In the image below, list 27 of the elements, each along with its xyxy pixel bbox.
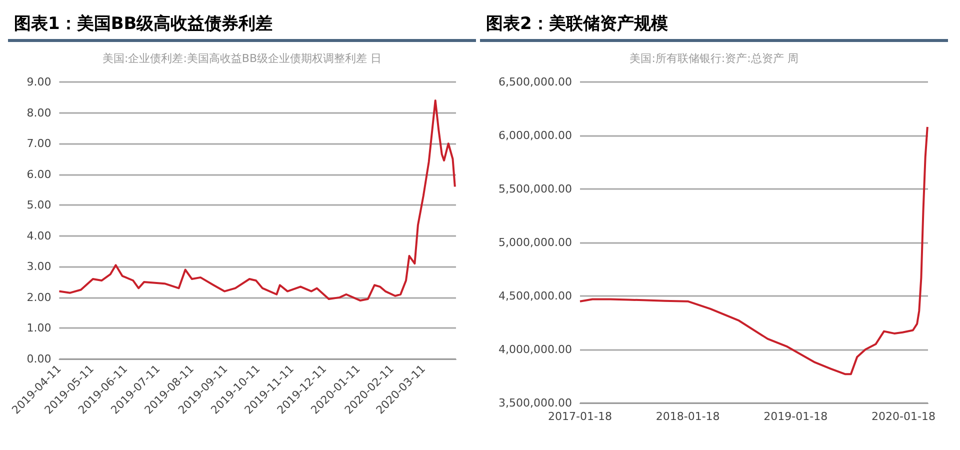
y-tick-label: 6.00: [26, 168, 52, 181]
x-tick-label: 2017-01-18: [548, 410, 612, 423]
y-tick-label: 5.00: [26, 198, 52, 212]
chart-title: 图表2：美联储资产规模: [480, 8, 948, 42]
y-tick-label: 5,500,000.00: [498, 182, 572, 196]
y-tick-label: 7.00: [26, 137, 52, 150]
chart-subtitle: 美国:企业债利差:美国高收益BB级企业债期权调整利差 日: [102, 52, 382, 65]
y-tick-label: 4.00: [26, 229, 52, 242]
y-tick-label: 3.00: [26, 260, 52, 274]
y-tick-label: 0.00: [26, 352, 52, 366]
y-tick-label: 2.00: [26, 290, 52, 304]
y-tick-label: 5,000,000.00: [498, 236, 572, 249]
y-tick-label: 4,000,000.00: [498, 343, 572, 356]
x-tick-label: 2018-01-18: [656, 410, 720, 423]
y-tick-label: 3,500,000.00: [498, 396, 572, 410]
chart-subtitle: 美国:所有联储银行:资产:总资产 周: [630, 52, 798, 65]
y-tick-label: 6,000,000.00: [498, 129, 572, 142]
x-tick-label: 2020-01-18: [872, 410, 936, 423]
chart-title: 图表1：美国BB级高收益债券利差: [8, 8, 476, 42]
x-tick-label: 2019-01-18: [764, 410, 828, 423]
y-tick-label: 9.00: [26, 76, 52, 88]
line-series: [579, 126, 928, 376]
y-tick-label: 1.00: [26, 322, 52, 335]
y-tick-label: 8.00: [26, 106, 52, 120]
y-tick-label: 4,500,000.00: [498, 290, 572, 302]
line-series: [58, 99, 456, 302]
y-tick-label: 6,500,000.00: [498, 76, 572, 88]
